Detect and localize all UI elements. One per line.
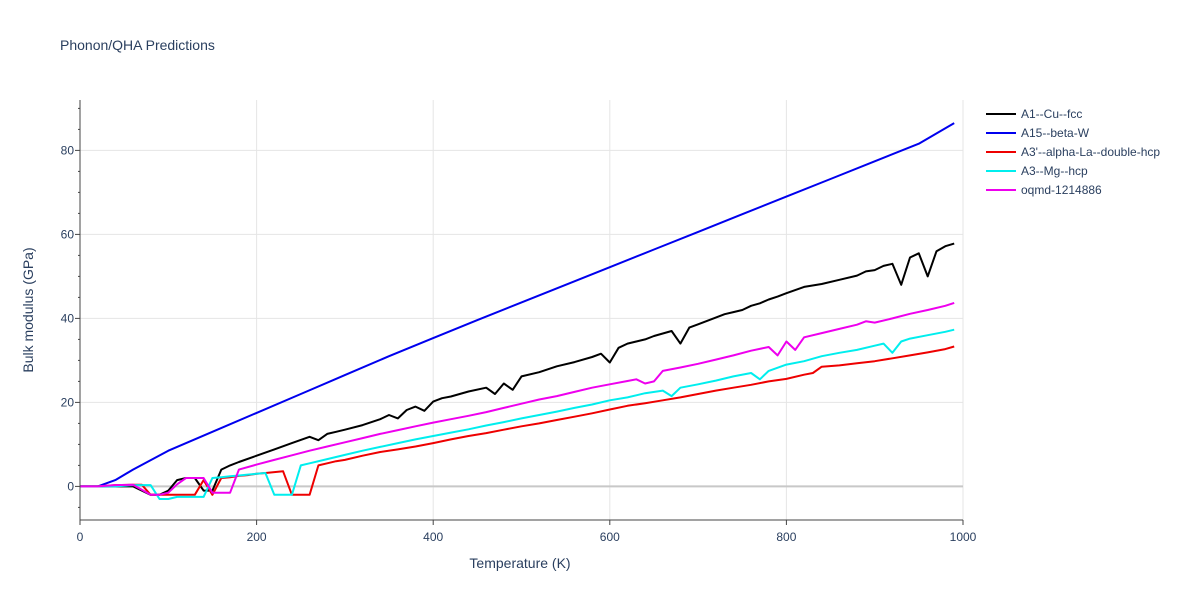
x-tick-label: 600 — [600, 530, 620, 544]
legend[interactable]: A1--Cu--fcc A15--beta-W A3'--alpha-La--dou… — [986, 107, 1160, 197]
y-tick-label: 0 — [67, 479, 74, 493]
y-axis-title: Bulk modulus (GPa) — [20, 247, 36, 372]
series-line — [80, 301, 955, 496]
series-line — [80, 345, 955, 496]
x-tick-label: 800 — [776, 530, 796, 544]
x-tick-label: 400 — [423, 530, 443, 544]
y-tick-label: 20 — [61, 395, 75, 409]
axes: 0 200 400 600 800 1000 0 20 40 60 80 — [61, 100, 977, 544]
x-axis-title: Temperature (K) — [469, 555, 570, 571]
legend-item[interactable]: oqmd-1214886 — [986, 183, 1102, 197]
legend-item[interactable]: A3'--alpha-La--double-hcp — [986, 145, 1160, 159]
series-lines — [80, 122, 955, 500]
series-line — [80, 122, 955, 488]
x-tick-label: 0 — [77, 530, 84, 544]
legend-label: oqmd-1214886 — [1021, 183, 1102, 197]
x-tick-label: 200 — [247, 530, 267, 544]
chart-title: Phonon/QHA Predictions — [60, 37, 215, 53]
legend-label: A3--Mg--hcp — [1021, 164, 1088, 178]
legend-item[interactable]: A3--Mg--hcp — [986, 164, 1088, 178]
y-tick-label: 60 — [61, 227, 75, 241]
series-line — [80, 328, 955, 500]
y-tick-label: 80 — [61, 143, 75, 157]
legend-label: A3'--alpha-La--double-hcp — [1021, 145, 1160, 159]
gridlines — [80, 100, 964, 520]
legend-item[interactable]: A15--beta-W — [986, 126, 1090, 140]
legend-item[interactable]: A1--Cu--fcc — [986, 107, 1082, 121]
y-tick-label: 40 — [61, 311, 75, 325]
x-tick-label: 1000 — [950, 530, 977, 544]
legend-label: A1--Cu--fcc — [1021, 107, 1082, 121]
legend-label: A15--beta-W — [1021, 126, 1090, 140]
series-line — [80, 242, 955, 496]
